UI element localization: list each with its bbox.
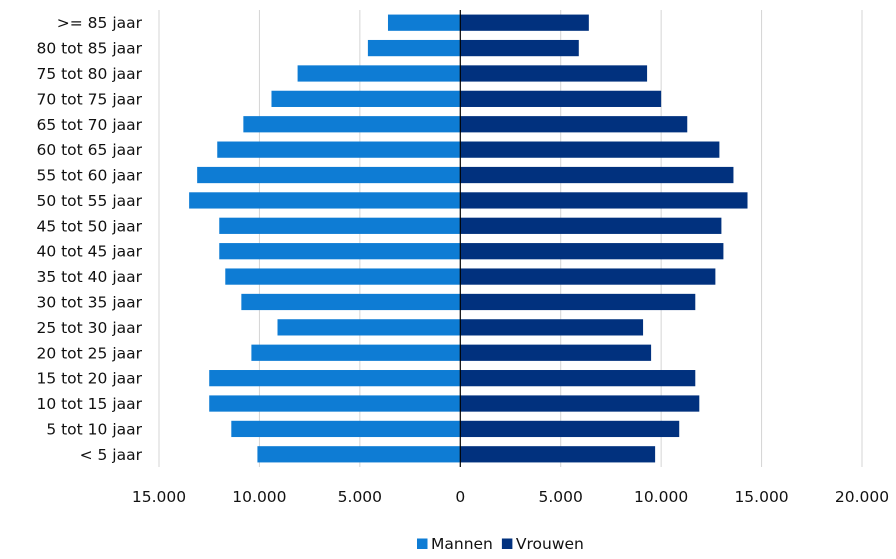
bar-vrouwen bbox=[460, 420, 680, 438]
x-tick-labels: 15.000 10.000 5.000 0 5.000 10.000 15.000 20.00… bbox=[132, 488, 889, 506]
bar-mannen bbox=[251, 344, 461, 361]
bar-vrouwen bbox=[460, 39, 579, 57]
bar-vrouwen bbox=[460, 217, 722, 234]
category-label: 10 tot 15 jaar bbox=[36, 395, 142, 413]
bar-mannen bbox=[241, 293, 461, 311]
bar-mannen bbox=[243, 116, 461, 133]
bar-mannen bbox=[217, 141, 461, 158]
bar-vrouwen bbox=[460, 344, 652, 361]
bar-mannen bbox=[387, 14, 461, 31]
category-label: 20 tot 25 jaar bbox=[36, 344, 142, 362]
bar-mannen bbox=[225, 268, 461, 285]
bar-vrouwen bbox=[460, 293, 696, 311]
bar-vrouwen bbox=[460, 319, 644, 336]
bar-vrouwen bbox=[460, 90, 662, 107]
category-label: 35 tot 40 jaar bbox=[36, 268, 142, 286]
bar-mannen bbox=[257, 446, 461, 463]
bar-vrouwen bbox=[460, 192, 748, 209]
bar-vrouwen bbox=[460, 395, 700, 412]
legend-label-mannen: Mannen bbox=[431, 535, 493, 553]
bars bbox=[189, 14, 748, 463]
bar-mannen bbox=[367, 39, 461, 57]
legend: Mannen Vrouwen bbox=[417, 535, 584, 553]
bar-vrouwen bbox=[460, 65, 648, 82]
category-label: < 5 jaar bbox=[80, 446, 143, 464]
category-label: 30 tot 35 jaar bbox=[36, 293, 142, 311]
legend-swatch-vrouwen bbox=[501, 538, 513, 549]
x-tick-label: 15.000 bbox=[734, 488, 788, 506]
bar-vrouwen bbox=[460, 116, 688, 133]
bar-mannen bbox=[231, 420, 461, 438]
category-label: 70 tot 75 jaar bbox=[36, 90, 142, 108]
legend-swatch-mannen bbox=[417, 538, 428, 549]
bar-mannen bbox=[271, 90, 461, 107]
x-tick-label: 20.000 bbox=[835, 488, 889, 506]
x-tick-label: 0 bbox=[455, 488, 465, 506]
bar-mannen bbox=[197, 166, 461, 184]
category-label: 65 tot 70 jaar bbox=[36, 116, 142, 134]
category-label: 50 tot 55 jaar bbox=[36, 192, 142, 210]
bar-mannen bbox=[209, 395, 461, 412]
category-label: 80 tot 85 jaar bbox=[36, 40, 142, 58]
bar-vrouwen bbox=[460, 370, 696, 387]
x-tick-label: 5.000 bbox=[338, 488, 382, 506]
x-tick-label: 15.000 bbox=[132, 488, 186, 506]
category-label: 40 tot 45 jaar bbox=[36, 243, 142, 261]
bar-vrouwen bbox=[460, 243, 724, 260]
bar-mannen bbox=[189, 192, 461, 209]
bar-mannen bbox=[277, 319, 461, 336]
bar-vrouwen bbox=[460, 166, 734, 184]
category-label: >= 85 jaar bbox=[57, 14, 143, 32]
category-label: 60 tot 65 jaar bbox=[36, 141, 142, 159]
bar-vrouwen bbox=[460, 141, 720, 158]
gridlines bbox=[158, 10, 863, 467]
bar-mannen bbox=[219, 217, 461, 234]
category-label: 75 tot 80 jaar bbox=[36, 65, 142, 83]
legend-label-vrouwen: Vrouwen bbox=[516, 535, 584, 553]
bar-mannen bbox=[209, 370, 461, 387]
x-tick-label: 10.000 bbox=[634, 488, 688, 506]
bar-vrouwen bbox=[460, 268, 716, 285]
category-label: 55 tot 60 jaar bbox=[36, 167, 142, 185]
bar-mannen bbox=[297, 65, 461, 82]
category-label: 45 tot 50 jaar bbox=[36, 217, 142, 235]
category-label: 5 tot 10 jaar bbox=[46, 420, 142, 438]
category-label: 25 tot 30 jaar bbox=[36, 319, 142, 337]
bar-vrouwen bbox=[460, 446, 656, 463]
category-labels: >= 85 jaar 80 tot 85 jaar 75 tot 80 jaar 70… bbox=[36, 14, 142, 464]
x-tick-label: 10.000 bbox=[232, 488, 286, 506]
bar-vrouwen bbox=[460, 14, 589, 31]
x-tick-label: 5.000 bbox=[539, 488, 583, 506]
bar-mannen bbox=[219, 243, 461, 260]
category-label: 15 tot 20 jaar bbox=[36, 370, 142, 388]
